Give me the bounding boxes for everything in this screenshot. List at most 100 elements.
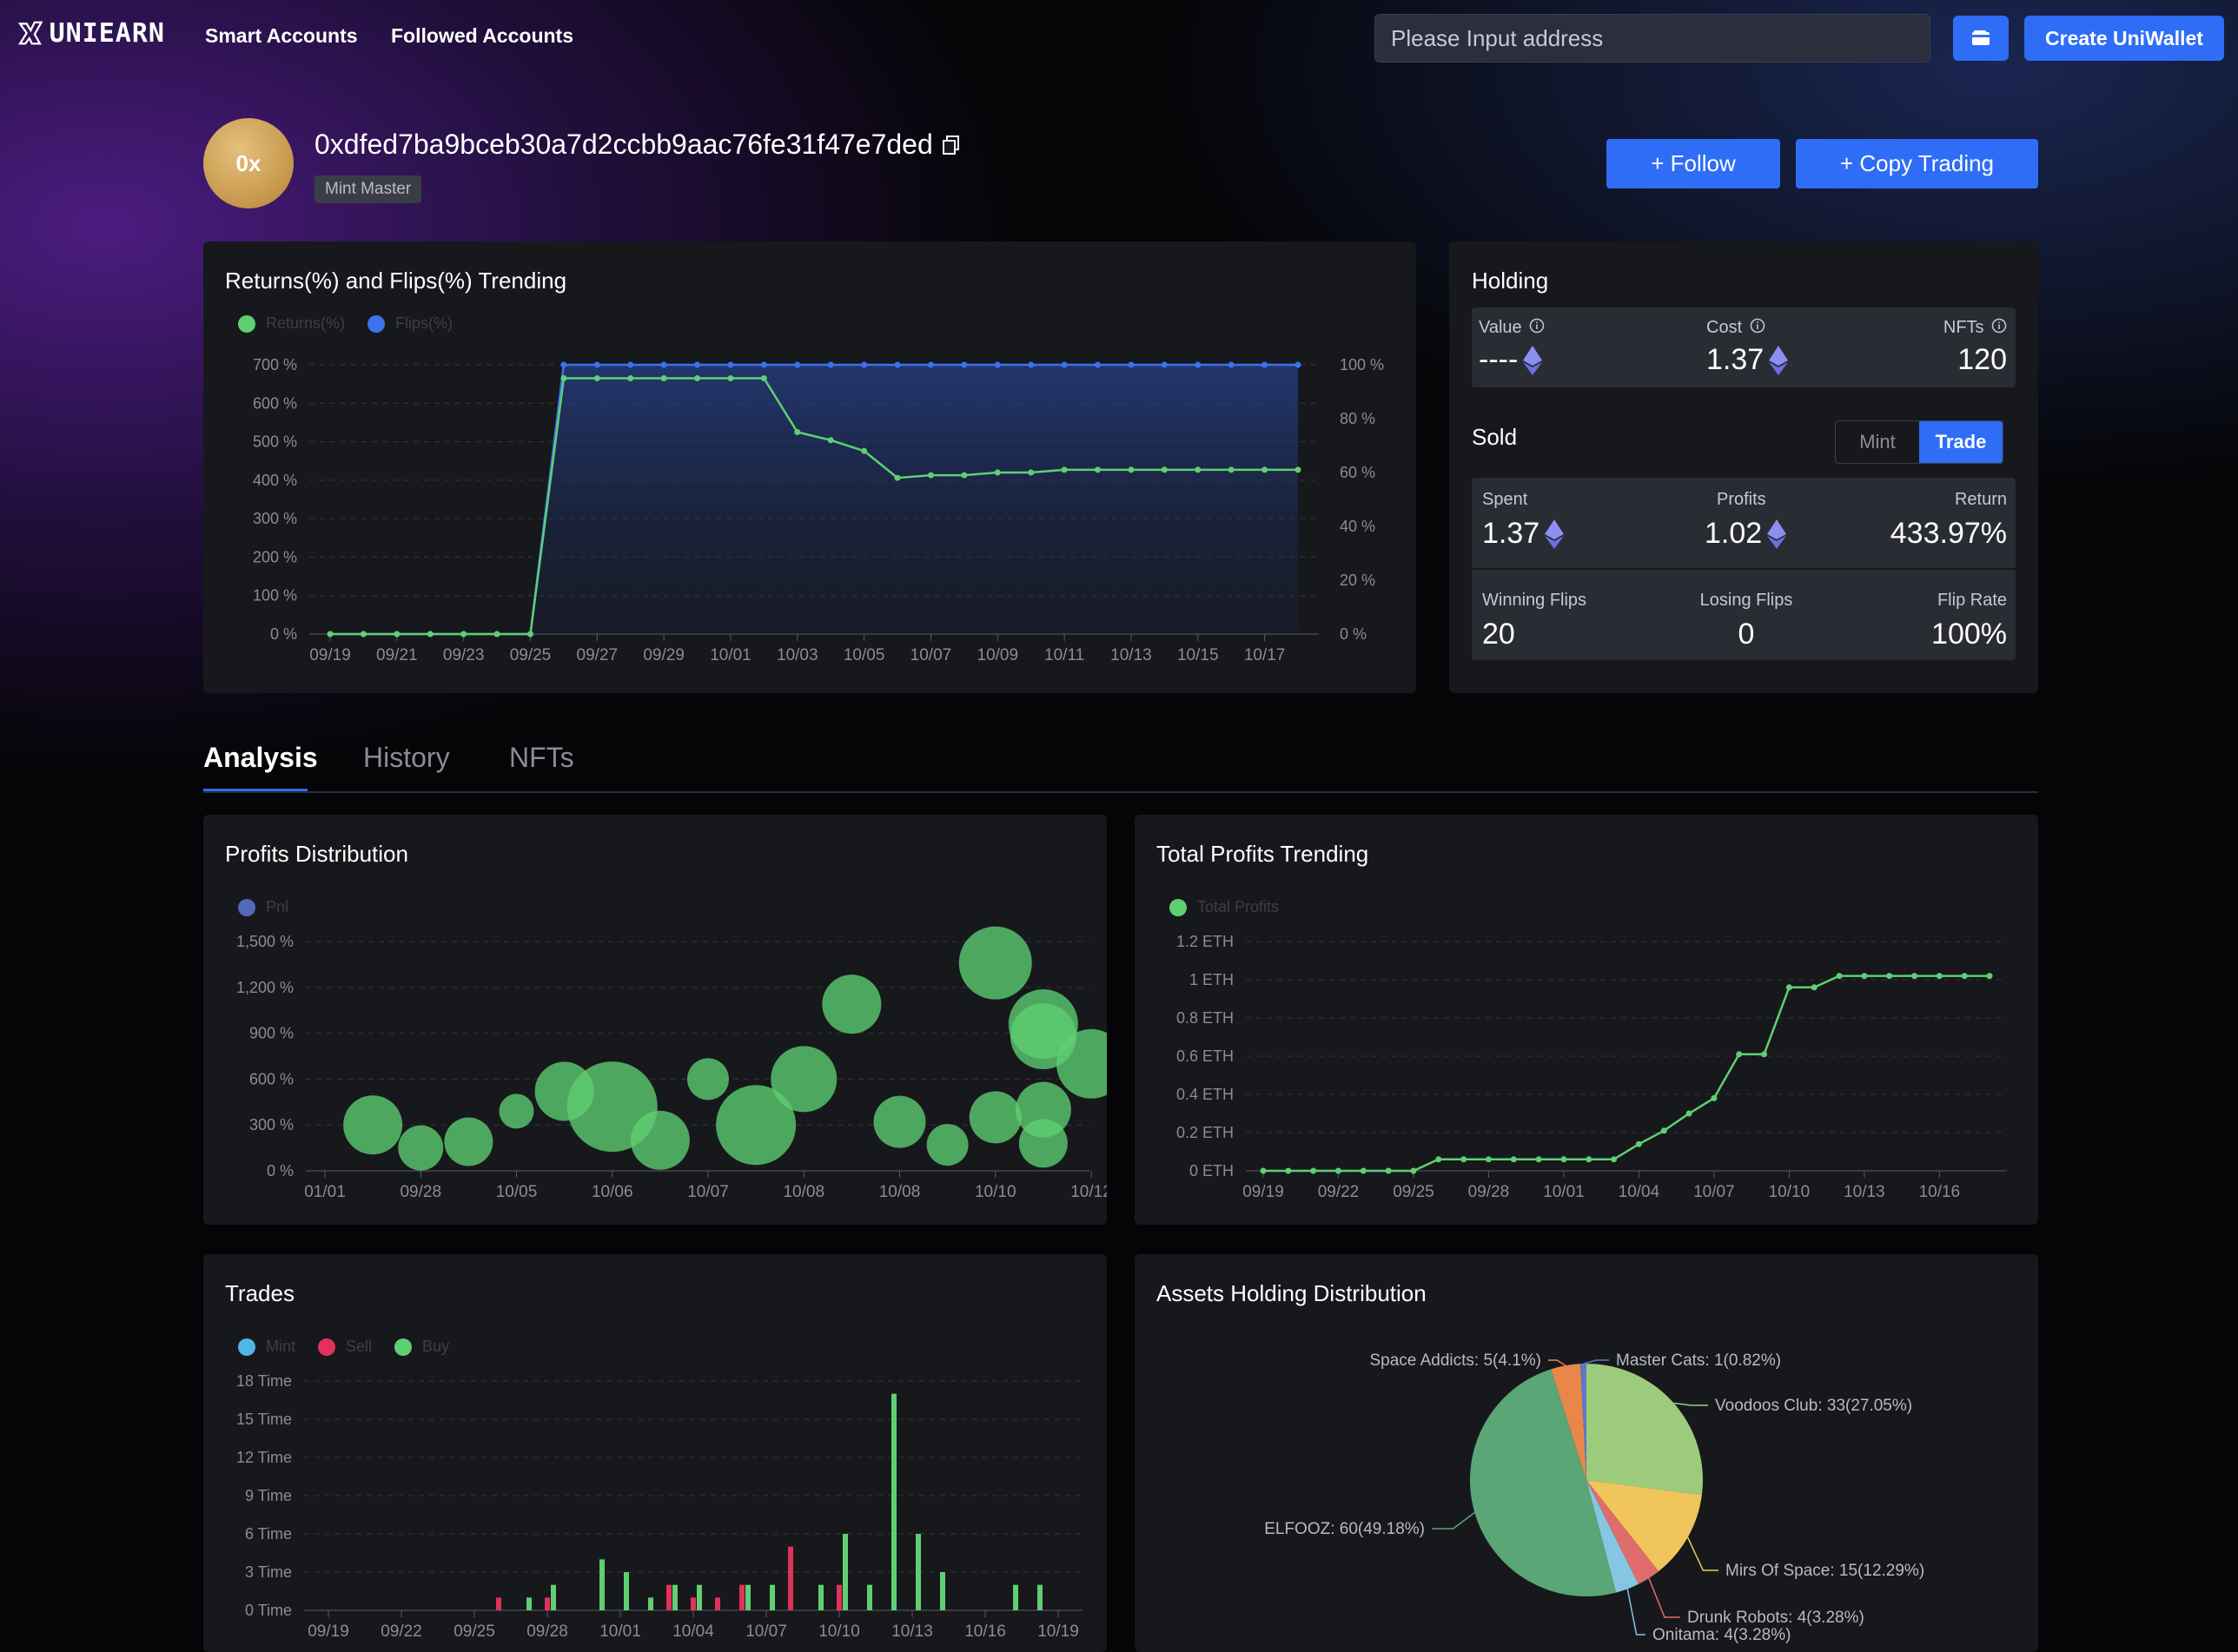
x-tick: 09/25: [1393, 1183, 1434, 1201]
total-profits-point: [1911, 973, 1918, 980]
address-search-input[interactable]: [1374, 14, 1930, 63]
info-icon[interactable]: [1750, 318, 1765, 334]
legend-buy[interactable]: Buy: [394, 1338, 449, 1356]
returns-point: [1294, 466, 1301, 473]
legend-returns[interactable]: Returns(%): [238, 314, 345, 333]
flips-point: [1228, 361, 1235, 368]
return-stat: Return 433.97%: [1890, 490, 2007, 551]
flips-point: [894, 361, 901, 368]
nav-smart-accounts[interactable]: Smart Accounts: [205, 24, 358, 47]
flips-point: [1195, 361, 1202, 368]
follow-button[interactable]: + Follow: [1606, 139, 1780, 188]
y-left-tick: 500 %: [253, 433, 297, 451]
pie-slice: [1586, 1480, 1639, 1593]
x-tick: 10/07: [687, 1183, 729, 1201]
total-profits-point: [1836, 973, 1843, 980]
total-profits-point: [1861, 973, 1868, 980]
returns-point: [861, 447, 868, 454]
buy-bar: [551, 1584, 556, 1610]
total-profits-point: [1560, 1156, 1567, 1163]
y-left-tick: 0 %: [270, 625, 297, 643]
toggle-mint[interactable]: Mint: [1859, 431, 1896, 453]
x-tick: 10/09: [977, 646, 1019, 664]
y-tick: 1.2 ETH: [1176, 933, 1234, 950]
flips-area: [330, 365, 1298, 634]
total-profits-chart: 1.2 ETH 1 ETH 0.8 ETH 0.6 ETH 0.4 ETH 0.2 ETH…: [1176, 933, 2007, 1201]
x-tick: 09/22: [1318, 1183, 1360, 1201]
returns-flips-card: Returns(%) and Flips(%) Trending Returns…: [203, 241, 1416, 693]
info-icon[interactable]: [1529, 318, 1545, 334]
tab-nfts[interactable]: NFTs: [509, 742, 574, 773]
total-profits-point: [1586, 1156, 1592, 1163]
legend-mint[interactable]: Mint: [238, 1338, 295, 1356]
flip-rate-value: 100%: [1931, 618, 2007, 651]
x-tick: 10/08: [783, 1183, 824, 1201]
pnl-bubble: [444, 1117, 493, 1166]
x-tick: 09/27: [577, 646, 619, 664]
buy-bar: [940, 1572, 945, 1610]
pie-slice: [1586, 1364, 1703, 1496]
y-tick: 0.8 ETH: [1176, 1009, 1234, 1027]
eth-icon: [1545, 519, 1565, 549]
y-right-tick: 40 %: [1340, 518, 1375, 535]
info-icon[interactable]: [1991, 318, 2007, 334]
buy-bar: [624, 1572, 629, 1610]
legend-flips[interactable]: Flips(%): [367, 314, 453, 333]
legend-returns-label: Returns(%): [266, 314, 346, 332]
x-tick: 09/28: [400, 1183, 441, 1201]
copy-icon[interactable]: [942, 135, 961, 155]
spent-label: Spent: [1482, 490, 1528, 509]
x-tick: 10/19: [1037, 1622, 1079, 1641]
x-tick: 10/06: [592, 1183, 633, 1201]
total-profits-point: [1460, 1156, 1467, 1163]
x-tick: 01/01: [304, 1183, 346, 1201]
returns-flips-legend: Returns(%) Flips(%): [238, 314, 465, 333]
toggle-trade[interactable]: Trade: [1919, 421, 2003, 463]
legend-sell[interactable]: Sell: [318, 1338, 372, 1356]
y-right-tick: 60 %: [1340, 464, 1375, 481]
tab-analysis[interactable]: Analysis: [203, 742, 318, 773]
pnl-bubble: [716, 1085, 797, 1166]
x-tick: 10/10: [1769, 1183, 1811, 1201]
x-tick: 10/13: [1110, 646, 1152, 664]
logo[interactable]: UNIEARN: [17, 14, 165, 52]
wallet-icon: [1972, 30, 1990, 45]
tab-history[interactable]: History: [363, 742, 450, 773]
wallet-button[interactable]: [1953, 16, 2009, 61]
total-profits-point: [1986, 973, 1993, 980]
trades-card: Trades Mint Sell Buy 18 Time 15 Time 12 Ti…: [203, 1254, 1107, 1652]
returns-point: [961, 472, 968, 479]
x-tick: 10/05: [844, 646, 885, 664]
trades-legend: Mint Sell Buy: [238, 1338, 461, 1356]
y-tick: 0.6 ETH: [1176, 1047, 1234, 1065]
value-stat: Value ----: [1479, 318, 1545, 377]
cost-amount: 1.37: [1706, 343, 1765, 376]
profits-distribution-chart: 1,500 % 1,200 % 900 % 600 % 300 % 0 % 01/01 09/…: [236, 926, 1107, 1201]
assets-title: Assets Holding Distribution: [1156, 1280, 1427, 1306]
nav-followed-accounts[interactable]: Followed Accounts: [391, 24, 573, 47]
legend-total-profits[interactable]: Total Profits: [1169, 898, 1279, 916]
pie-label: Master Cats: 1(0.82%): [1616, 1351, 1781, 1370]
create-uniwallet-button[interactable]: Create UniWallet: [2024, 16, 2224, 61]
pie-leader-line: [1686, 1536, 1718, 1571]
legend-pnl[interactable]: Pnl: [238, 898, 288, 916]
y-tick: 12 Time: [236, 1449, 292, 1466]
returns-point: [1061, 466, 1068, 473]
pie-leader-line: [1673, 1402, 1708, 1406]
y-tick: 600 %: [249, 1070, 294, 1087]
legend-pnl-label: Pnl: [266, 898, 289, 915]
flip-rate-label: Flip Rate: [1937, 591, 2007, 610]
x-tick: 09/23: [443, 646, 485, 664]
holding-title: Holding: [1472, 268, 1549, 294]
eth-icon: [1767, 519, 1787, 549]
returns-point: [360, 631, 367, 638]
returns-point: [660, 375, 667, 381]
flips-point: [961, 361, 968, 368]
returns-point: [526, 631, 533, 638]
total-profits-point: [1410, 1167, 1417, 1174]
x-tick: 10/04: [1619, 1183, 1660, 1201]
spent-amount: 1.37: [1482, 517, 1540, 550]
copy-trading-button[interactable]: + Copy Trading: [1796, 139, 2038, 188]
pie-leader-line: [1548, 1359, 1566, 1366]
holding-stats: Value ---- Cost 1.37 NFTs 120: [1472, 307, 2016, 387]
